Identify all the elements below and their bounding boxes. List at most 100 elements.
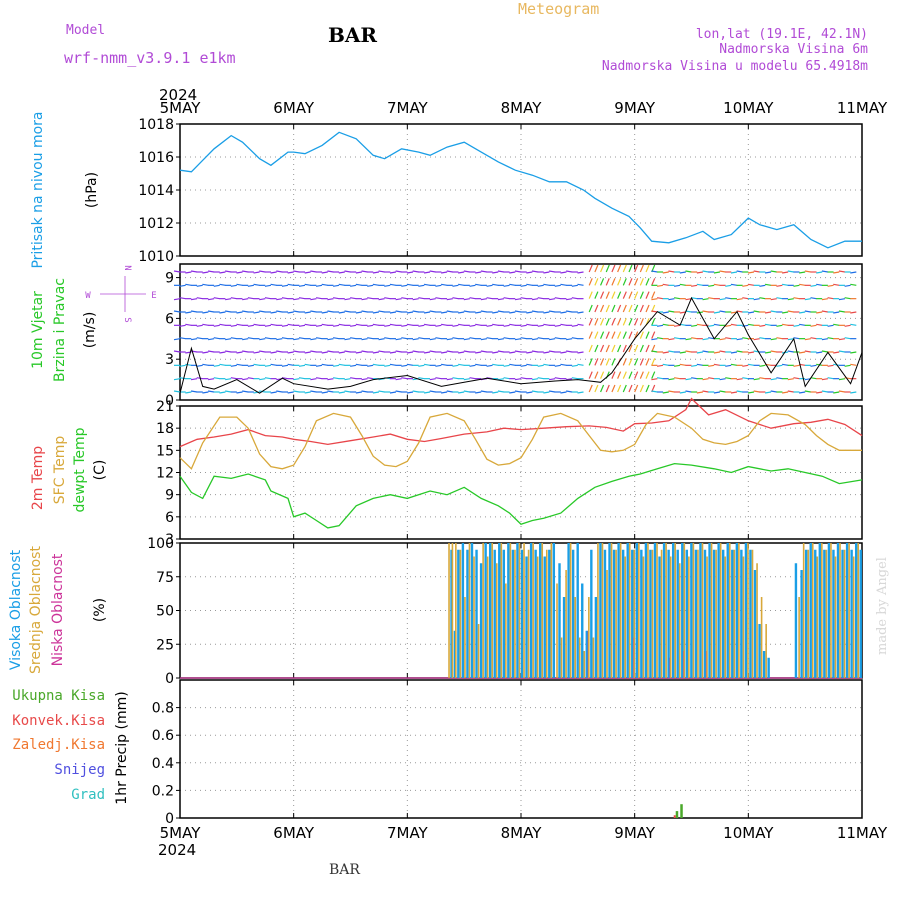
wind-arrow xyxy=(759,364,766,367)
wind-arrow xyxy=(611,344,616,353)
wind-arrow xyxy=(713,351,721,354)
wind-arrow xyxy=(799,323,806,326)
wind-arrow xyxy=(446,338,453,341)
low-cloud-ylabel: Niska Oblacnost xyxy=(50,553,66,666)
wind-arrow xyxy=(543,391,550,394)
wind-arrow xyxy=(287,351,294,354)
wind-arrow xyxy=(799,271,806,274)
wind-arrow xyxy=(253,311,260,314)
wind-arrow xyxy=(310,270,317,273)
wind-arrow xyxy=(549,298,556,301)
wind-arrow xyxy=(321,351,328,354)
pressure-ytick-label: 1018 xyxy=(138,117,174,133)
wind-arrow xyxy=(333,364,340,367)
wind-arrow xyxy=(310,310,317,313)
wind-arrow xyxy=(270,391,277,394)
wind-arrow xyxy=(441,351,448,354)
wind-arrow xyxy=(713,363,721,366)
wind-arrow xyxy=(247,324,254,327)
wind-ylabel: 10m Vjetar xyxy=(30,291,46,369)
wind-arrow xyxy=(315,337,323,340)
wind-arrow xyxy=(412,270,419,273)
wind-arrow xyxy=(452,284,459,287)
wind-arrow xyxy=(531,390,539,393)
wind-arrow xyxy=(645,264,650,273)
wind-arrow xyxy=(435,364,442,367)
wind-arrow xyxy=(634,371,639,379)
wind-arrow xyxy=(719,350,726,353)
wind-arrow xyxy=(213,284,220,287)
wind-arrow xyxy=(242,350,249,353)
wind-unit: (m/s) xyxy=(82,312,98,349)
wind-arrow xyxy=(668,378,675,381)
wind-arrow xyxy=(276,298,283,301)
wind-arrow xyxy=(452,337,459,340)
wind-arrow xyxy=(560,351,567,354)
wind-arrow xyxy=(662,323,669,326)
wind-arrow xyxy=(560,311,567,314)
wind-arrow xyxy=(833,391,840,394)
wind-arrow xyxy=(236,283,243,286)
top-xtick-label: 9MAY xyxy=(614,99,656,117)
wind-arrow xyxy=(486,324,493,327)
wind-arrow xyxy=(549,390,556,393)
precip-ylabel: 1hr Precip (mm) xyxy=(114,691,130,804)
wind-arrow xyxy=(617,264,622,273)
wind-arrow xyxy=(605,358,610,366)
wind-arrow xyxy=(577,323,584,326)
wind-arrow xyxy=(850,363,857,366)
wind-arrow xyxy=(463,310,470,313)
wind-arrow xyxy=(475,283,482,286)
wind-arrow xyxy=(719,338,726,341)
wind-arrow xyxy=(679,271,686,274)
wind-arrow xyxy=(656,284,664,287)
wind-arrow xyxy=(679,391,686,394)
wind-arrow xyxy=(520,297,527,300)
wind-arrow xyxy=(622,344,627,353)
wind-arrow xyxy=(679,351,686,354)
wind-arrow xyxy=(804,338,811,341)
wind-arrow xyxy=(628,384,633,393)
pressure-ytick-label: 1012 xyxy=(138,216,174,232)
wind-arrow xyxy=(543,363,550,366)
wind-arrow xyxy=(384,364,391,367)
mid-cloud-ylabel: Srednja Oblacnost xyxy=(28,546,44,674)
wind-arrow xyxy=(588,291,593,299)
wind-arrow xyxy=(242,310,249,313)
wind-arrow xyxy=(463,298,470,301)
wind-arrow xyxy=(531,310,539,313)
wind-arrow xyxy=(196,377,203,380)
wind-arrow xyxy=(600,358,605,366)
wind-arrow xyxy=(372,323,380,326)
precip-legend-item: Snijeg xyxy=(54,762,105,778)
wind-arrow xyxy=(719,270,726,273)
wind-arrow xyxy=(173,350,181,353)
wind-arrow xyxy=(361,298,368,301)
wind-arrow xyxy=(503,284,510,287)
wind-arrow xyxy=(588,331,593,339)
wind-arrow xyxy=(725,337,732,340)
wind-arrow xyxy=(378,390,385,393)
wind-arrow xyxy=(645,344,650,353)
wind-arrow xyxy=(395,310,402,313)
wind-arrow xyxy=(327,270,334,273)
wind-arrow xyxy=(202,283,209,286)
bottom-xtick-label: 7MAY xyxy=(387,824,429,842)
wind-arrow xyxy=(236,271,243,274)
wind-arrow xyxy=(730,391,738,394)
wind-arrow xyxy=(208,310,215,313)
wind-arrow xyxy=(560,323,567,326)
wind-arrow xyxy=(446,298,453,301)
wind-arrow xyxy=(560,283,567,286)
wind-arrow xyxy=(622,358,627,366)
cloud-unit: (%) xyxy=(92,598,108,622)
wind-arrow xyxy=(225,350,232,353)
wind-arrow xyxy=(406,323,414,326)
wind-arrow xyxy=(185,271,192,274)
wind-arrow xyxy=(645,278,650,286)
wind-arrow xyxy=(628,304,633,313)
bottom-xtick-label: 8MAY xyxy=(501,824,543,842)
wind-arrow xyxy=(287,283,294,286)
wind-arrow xyxy=(770,338,777,341)
wind-arrow xyxy=(645,371,650,379)
